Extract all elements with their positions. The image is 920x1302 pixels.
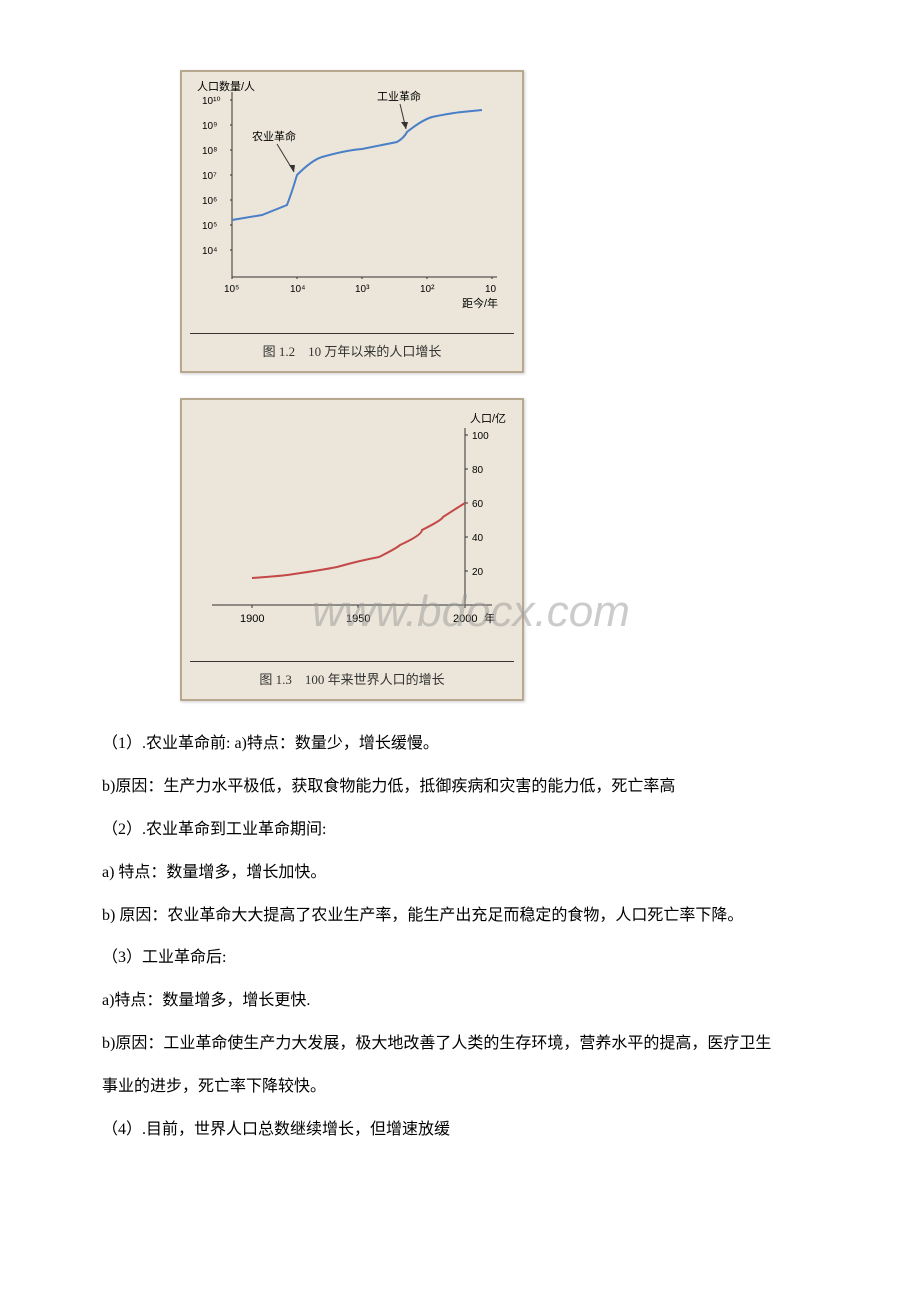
chart-1-annotation-1: 农业革命: [252, 129, 296, 143]
chart-2-ytick-20: 20: [472, 567, 484, 578]
para-7: a)特点：数量增多，增长更快.: [70, 987, 850, 1016]
chart-2-ytick-100: 100: [472, 431, 489, 442]
chart-1-ytick-6: 10¹⁰: [202, 96, 220, 107]
chart-1-ytick-3: 10⁷: [202, 171, 217, 182]
para-10: （4）.目前，世界人口总数继续增长，但增速放缓: [70, 1116, 850, 1145]
chart-1-ytick-1: 10⁵: [202, 221, 217, 232]
para-3: （2）.农业革命到工业革命期间:: [70, 816, 850, 845]
chart-1: 人口数量/人 10¹⁰ 10⁹ 10⁸ 10⁷ 10⁶ 10⁵ 10⁴ 10⁵ …: [182, 72, 522, 371]
chart-1-svg: 人口数量/人 10¹⁰ 10⁹ 10⁸ 10⁷ 10⁶ 10⁵ 10⁴ 10⁵ …: [182, 72, 522, 322]
chart-1-xtick-4: 10: [485, 284, 497, 295]
para-4: a) 特点：数量增多，增长加快。: [70, 859, 850, 888]
chart-1-xtick-2: 10³: [355, 284, 370, 295]
chart-1-container: 人口数量/人 10¹⁰ 10⁹ 10⁸ 10⁷ 10⁶ 10⁵ 10⁴ 10⁵ …: [180, 70, 524, 373]
chart-1-xtick-1: 10⁴: [290, 284, 305, 295]
chart-2: 人口/亿 100 80 60 40 20 1900 1950 2000 年: [182, 400, 522, 699]
chart-2-svg: 人口/亿 100 80 60 40 20 1900 1950 2000 年: [182, 400, 522, 650]
chart-1-caption: 图 1.2 10 万年以来的人口增长: [190, 333, 514, 371]
chart-1-ytick-4: 10⁸: [202, 146, 217, 157]
chart-1-ylabel: 人口数量/人: [197, 80, 255, 93]
chart-2-ytick-60: 60: [472, 499, 484, 510]
chart-2-caption: 图 1.3 100 年来世界人口的增长: [190, 661, 514, 699]
chart-1-annotation-2: 工业革命: [377, 89, 421, 103]
para-8: b)原因：工业革命使生产力大发展，极大地改善了人类的生存环境，营养水平的提高，医…: [70, 1030, 850, 1059]
para-6: （3）工业革命后:: [70, 944, 850, 973]
chart-1-xtick-0: 10⁵: [224, 284, 239, 295]
chart-2-ytick-80: 80: [472, 465, 484, 476]
para-2: b)原因：生产力水平极低，获取食物能力低，抵御疾病和灾害的能力低，死亡率高: [70, 773, 850, 802]
chart-1-ytick-0: 10⁴: [202, 246, 217, 257]
para-5: b) 原因：农业革命大大提高了农业生产率，能生产出充足而稳定的食物，人口死亡率下…: [70, 902, 850, 931]
chart-2-ytick-40: 40: [472, 533, 484, 544]
chart-1-ytick-5: 10⁹: [202, 121, 217, 132]
para-1: （1）.农业革命前: a)特点：数量少，增长缓慢。: [70, 730, 850, 759]
chart-2-xlabel: 年: [484, 611, 495, 625]
chart-2-ylabel: 人口/亿: [470, 412, 506, 425]
chart-1-xtick-3: 10²: [420, 284, 435, 295]
chart-2-xtick-2000: 2000: [453, 613, 477, 625]
chart-1-ytick-2: 10⁶: [202, 196, 217, 207]
chart-2-xtick-1950: 1950: [346, 613, 370, 625]
para-9: 事业的进步，死亡率下降较快。: [70, 1073, 850, 1102]
chart-2-xtick-1900: 1900: [240, 613, 264, 625]
chart-1-xlabel: 距今/年: [462, 296, 498, 310]
chart-2-container: 人口/亿 100 80 60 40 20 1900 1950 2000 年: [180, 398, 524, 701]
